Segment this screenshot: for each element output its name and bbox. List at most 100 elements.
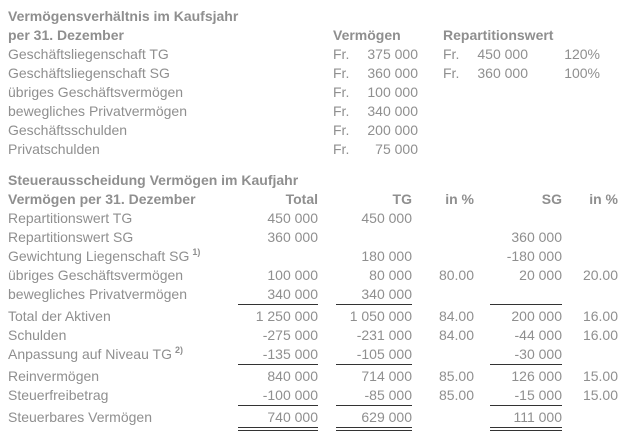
cell-sg-percent — [562, 228, 618, 247]
row-label: Anpassung auf Niveau TG 2) — [8, 345, 238, 365]
table-row: Geschäftsliegenschaft TG Fr. 375 000 Fr. 4… — [8, 45, 628, 64]
table-row: Steuerfreibetrag -100 000 -85 000 85.00 … — [8, 386, 628, 406]
label-text: Total der Aktiven — [8, 308, 111, 324]
label-text: Repartitionswert SG — [8, 229, 134, 245]
cell-repartitionswert — [443, 140, 528, 159]
table-row: Privatschulden Fr. 75 000 — [8, 140, 628, 159]
row-label: übriges Geschäftsvermögen — [8, 266, 238, 285]
table-row: Total der Aktiven 1 250 000 1 050 000 84… — [8, 307, 628, 326]
cell-percent — [528, 102, 600, 121]
cell-percent: 100% — [564, 65, 600, 81]
cell-vermoegen: Fr. 375 000 — [333, 45, 418, 64]
cell-sg: -180 000 — [506, 248, 562, 264]
cell-tg: 80 000 — [369, 267, 412, 283]
cell-total: 1 250 000 — [255, 308, 318, 324]
table-row: Geschäftsliegenschaft SG Fr. 360 000 Fr. 3… — [8, 64, 628, 83]
table-row: Schulden -275 000 -231 000 84.00 -44 000… — [8, 326, 628, 345]
amount: 360 000 — [367, 65, 418, 81]
currency-prefix: Fr. — [443, 65, 460, 81]
row-label: Steuerfreibetrag — [8, 386, 238, 406]
currency-prefix: Fr. — [333, 141, 350, 157]
column-header-sg: SG — [541, 191, 562, 207]
cell-sg: 360 000 — [511, 229, 562, 245]
cell-tg: 340 000 — [336, 285, 412, 305]
table-row: bewegliches Privatvermögen 340 000 340 0… — [8, 285, 628, 305]
cell-total: 450 000 — [267, 210, 318, 226]
row-label: übriges Geschäftsvermögen — [8, 84, 184, 100]
row-label: Geschäftsliegenschaft SG — [8, 65, 170, 81]
row-label: Privatschulden — [8, 141, 100, 157]
currency-prefix: Fr. — [333, 122, 350, 138]
cell-percent — [528, 121, 600, 140]
label-text: Anpassung auf Niveau TG — [8, 346, 172, 362]
amount: 100 000 — [367, 84, 418, 100]
cell-tg-percent: 80.00 — [438, 267, 474, 283]
cell-tg-percent: 85.00 — [438, 387, 474, 403]
row-label: Geschäftsliegenschaft TG — [8, 46, 169, 62]
label-text: Repartitionswert TG — [8, 210, 133, 226]
label-text: Steuerbares Vermögen — [8, 409, 152, 425]
section-title-line2: per 31. Dezember — [8, 27, 124, 43]
table-row: Reinvermögen 840 000 714 000 85.00 126 0… — [8, 367, 628, 386]
cell-sg: 20 000 — [519, 267, 562, 283]
cell-tg-percent — [412, 285, 474, 305]
cell-repartitionswert: Fr. 360 000 — [443, 64, 528, 83]
cell-vermoegen: Fr. 100 000 — [333, 83, 418, 102]
cell-sg-percent: 16.00 — [582, 327, 618, 343]
table-row: Repartitionswert SG 360 000 360 000 — [8, 228, 628, 247]
cell-total — [238, 247, 318, 266]
label-text: Gewichtung Liegenschaft SG — [8, 248, 190, 264]
cell-tg-percent — [412, 345, 474, 365]
cell-sg-percent — [562, 408, 618, 431]
currency-prefix: Fr. — [443, 46, 460, 62]
cell-sg: 200 000 — [511, 308, 562, 324]
section1-title-row: Vermögensverhältnis im Kaufsjahr — [8, 7, 628, 26]
cell-sg: 126 000 — [511, 368, 562, 384]
cell-sg-percent — [562, 285, 618, 305]
cell-tg-percent — [412, 247, 474, 266]
row-label: Total der Aktiven — [8, 307, 238, 326]
row-label: bewegliches Privatvermögen — [8, 285, 238, 305]
column-header-total: Total — [285, 191, 318, 207]
table-row: Repartitionswert TG 450 000 450 000 — [8, 209, 628, 228]
row-label: Steuerbares Vermögen — [8, 408, 238, 431]
cell-sg: 111 000 — [490, 408, 562, 431]
cell-vermoegen: Fr. 340 000 — [333, 102, 418, 121]
cell-tg-percent: 84.00 — [438, 308, 474, 324]
cell-vermoegen: Fr. 360 000 — [333, 64, 418, 83]
section-title: Steuerausscheidung Vermögen im Kaufjahr — [8, 172, 299, 188]
cell-vermoegen: Fr. 200 000 — [333, 121, 418, 140]
amount: 375 000 — [367, 46, 418, 62]
cell-total: 840 000 — [267, 368, 318, 384]
row-label: Repartitionswert TG — [8, 209, 238, 228]
cell-repartitionswert — [443, 121, 528, 140]
cell-total: -135 000 — [238, 345, 318, 365]
amount: 200 000 — [367, 122, 418, 138]
label-text: übriges Geschäftsvermögen — [8, 267, 184, 283]
cell-sg-percent — [562, 345, 618, 365]
row-label: Schulden — [8, 326, 238, 345]
currency-prefix: Fr. — [333, 65, 350, 81]
column-header-sg-percent: in % — [589, 191, 618, 207]
column-header-tg: TG — [392, 191, 412, 207]
cell-tg-percent: 85.00 — [438, 368, 474, 384]
cell-repartitionswert: Fr. 450 000 — [443, 45, 528, 64]
table-row: übriges Geschäftsvermögen Fr. 100 000 — [8, 83, 628, 102]
cell-tg-percent — [412, 209, 474, 228]
amount: 360 000 — [477, 65, 528, 81]
footnote-ref: 1) — [192, 247, 201, 258]
cell-percent — [528, 83, 600, 102]
cell-tg: -231 000 — [356, 327, 412, 343]
column-header-tg-percent: in % — [445, 191, 474, 207]
cell-sg: -15 000 — [490, 386, 562, 406]
cell-tg: 450 000 — [361, 210, 412, 226]
cell-tg: 180 000 — [361, 248, 412, 264]
cell-sg-percent: 15.00 — [582, 368, 618, 384]
row-label: bewegliches Privatvermögen — [8, 103, 187, 119]
cell-sg: -44 000 — [514, 327, 562, 343]
cell-tg: -85 000 — [336, 386, 412, 406]
cell-sg-percent — [562, 247, 618, 266]
cell-percent — [528, 140, 600, 159]
amount: 75 000 — [375, 141, 418, 157]
